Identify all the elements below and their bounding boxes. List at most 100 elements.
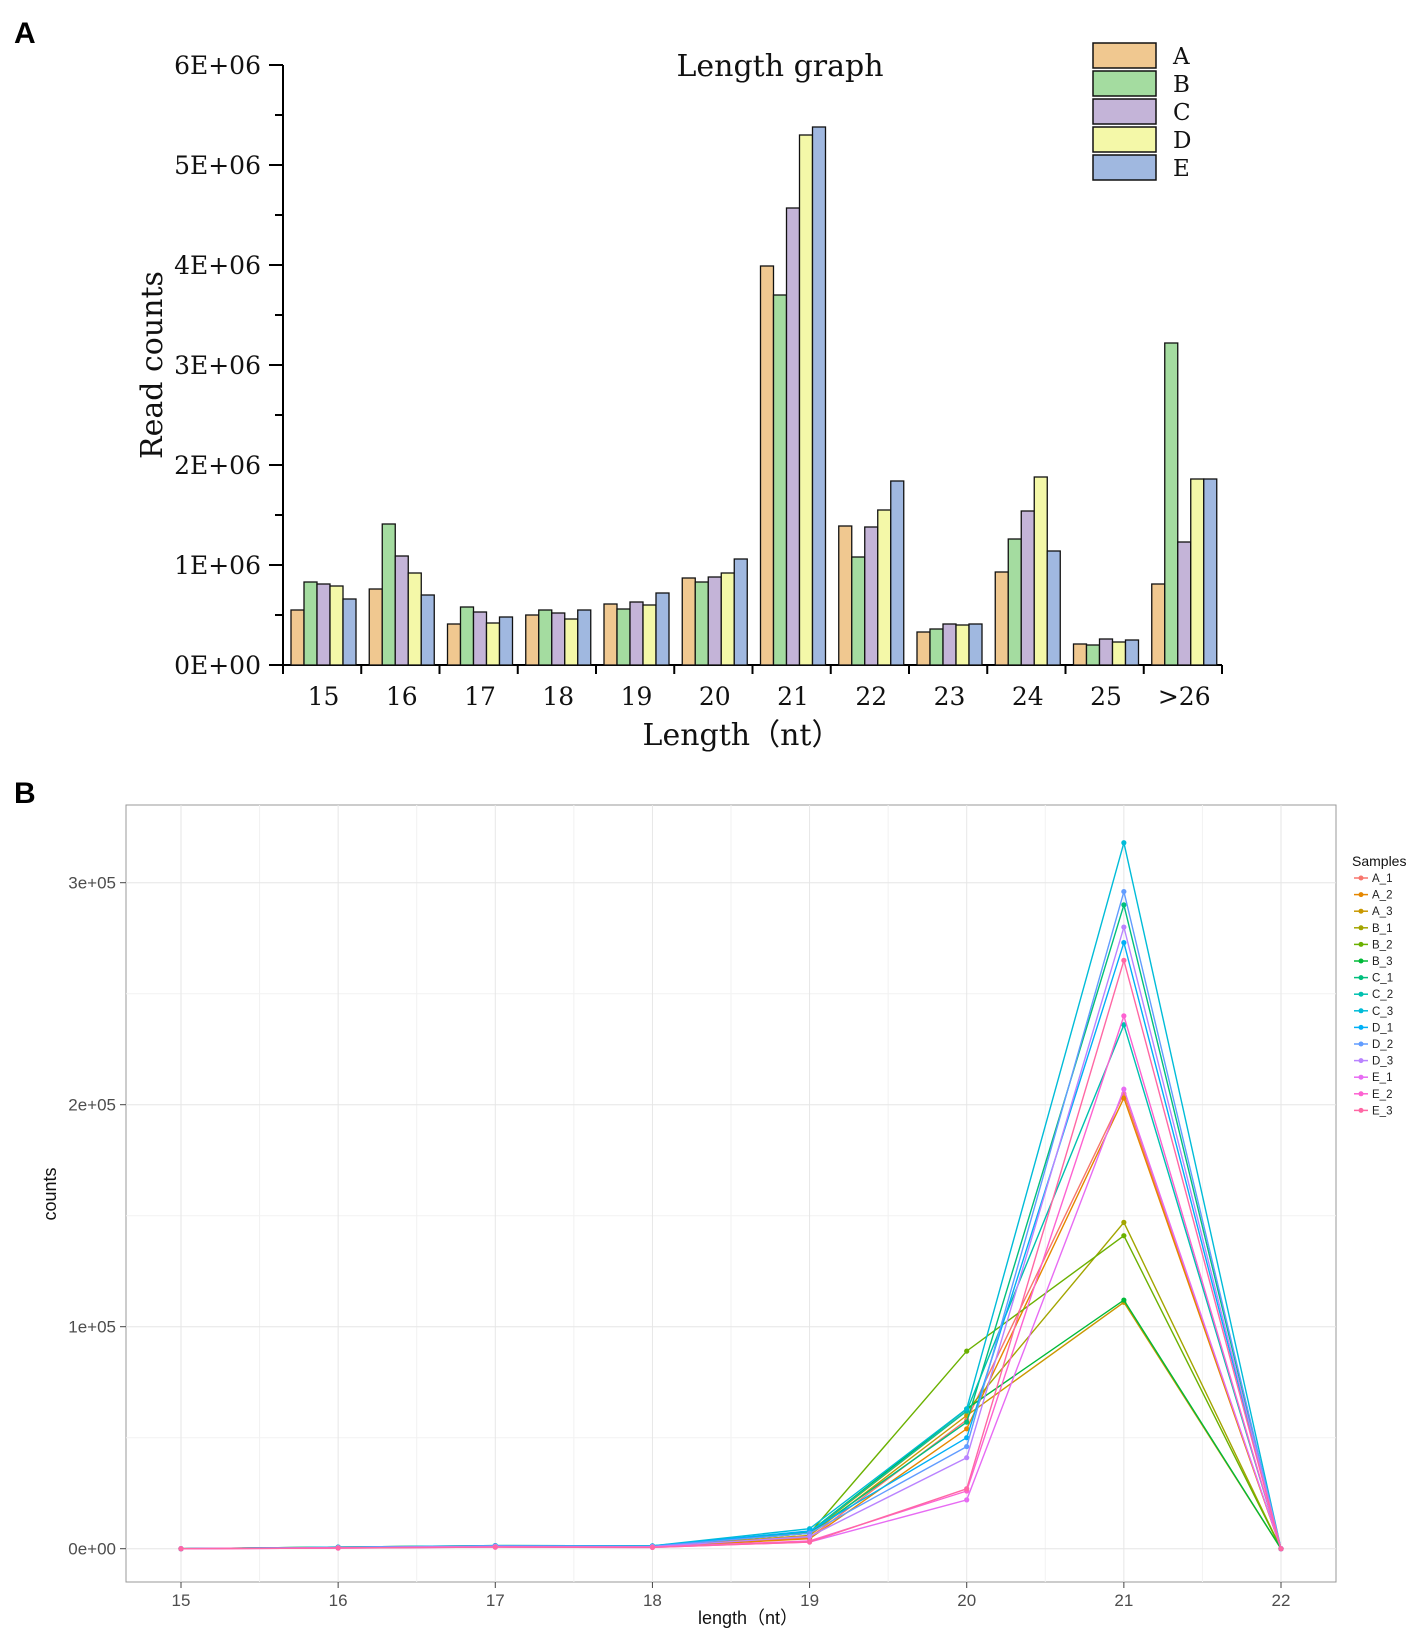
bar-D-19 bbox=[642, 604, 657, 666]
point-E_2-21 bbox=[1121, 1013, 1127, 1019]
bar-A-23 bbox=[916, 631, 931, 666]
legend-label-C_1: C_1 bbox=[1372, 973, 1393, 985]
bar-B-25 bbox=[1085, 644, 1101, 666]
bar-B->26 bbox=[1164, 342, 1179, 666]
point-B_3-21 bbox=[1121, 1297, 1127, 1303]
legend-point-E_1 bbox=[1358, 1074, 1364, 1080]
bar-E-24 bbox=[1046, 550, 1061, 666]
bar-C-16 bbox=[394, 555, 409, 666]
bar-A-22 bbox=[838, 525, 853, 666]
point-D_3-20 bbox=[964, 1455, 970, 1461]
legend-swatch-B bbox=[1092, 70, 1157, 97]
chart-b-x-axis-label: length（nt） bbox=[698, 1608, 798, 1628]
legend-point-E_2 bbox=[1358, 1091, 1364, 1097]
bar-E-15 bbox=[342, 598, 357, 666]
chart-a-y-tick-label: 1E+06 bbox=[174, 551, 261, 580]
legend-label-C_3: C_3 bbox=[1372, 1006, 1393, 1018]
bar-C-21 bbox=[785, 207, 801, 666]
legend-point-C_3 bbox=[1358, 1008, 1364, 1014]
bar-B-20 bbox=[694, 581, 709, 666]
chart-a-x-tick-label: 22 bbox=[855, 682, 887, 711]
chart-a-x-axis-label: Length（nt） bbox=[643, 718, 842, 753]
legend-label-D_3: D_3 bbox=[1372, 1056, 1393, 1068]
legend-swatch-D bbox=[1092, 126, 1157, 153]
bar-B-23 bbox=[929, 628, 944, 666]
bar-E-21 bbox=[811, 126, 827, 666]
point-E_3-17 bbox=[492, 1544, 498, 1550]
bar-C-18 bbox=[551, 612, 566, 666]
bar-E-16 bbox=[420, 594, 435, 666]
point-E_3-16 bbox=[335, 1545, 341, 1551]
legend-label-B_2: B_2 bbox=[1372, 939, 1392, 951]
point-D_2-21 bbox=[1121, 888, 1127, 895]
legend-point-B_1 bbox=[1358, 925, 1364, 931]
legend-label-D_1: D_1 bbox=[1372, 1022, 1393, 1034]
point-B_2-21 bbox=[1121, 1233, 1127, 1239]
bar-D-18 bbox=[564, 618, 579, 666]
bar-D-23 bbox=[955, 624, 970, 666]
bar-E-25 bbox=[1124, 639, 1140, 666]
chart-b-y-tick-label: 1e+05 bbox=[68, 1318, 116, 1337]
chart-a-x-tick-label: 23 bbox=[934, 682, 966, 711]
chart-a-y-tick-label: 3E+06 bbox=[174, 351, 261, 380]
bar-E-17 bbox=[498, 616, 514, 666]
bar-C-24 bbox=[1020, 510, 1035, 666]
bar-E-19 bbox=[655, 592, 670, 666]
point-D_2-20 bbox=[964, 1443, 970, 1450]
bar-C-15 bbox=[316, 583, 331, 666]
legend-label-B: B bbox=[1173, 72, 1190, 98]
bar-C-25 bbox=[1098, 638, 1114, 666]
chart-b-x-tick-label: 22 bbox=[1272, 1591, 1291, 1610]
point-C_2-21 bbox=[1121, 1022, 1127, 1028]
bar-A-20 bbox=[681, 577, 696, 666]
point-E_3-22 bbox=[1278, 1546, 1284, 1552]
point-D_1-21 bbox=[1121, 940, 1127, 946]
chart-a-x-tick-label: 15 bbox=[308, 682, 340, 711]
legend-label-E: E bbox=[1173, 156, 1190, 182]
chart-b-y-tick-label: 3e+05 bbox=[68, 874, 116, 893]
chart-a-title: Length graph bbox=[676, 49, 883, 84]
bar-A-18 bbox=[525, 614, 540, 666]
chart-b-ticks: 15 16 17 18 19 20 21 22 0e+00 1e+05 2e+05 3e+05 bbox=[68, 874, 1290, 1610]
bar-A->26 bbox=[1151, 583, 1166, 666]
bar-E->26 bbox=[1203, 478, 1218, 666]
bar-B-24 bbox=[1007, 538, 1022, 666]
bar-B-19 bbox=[616, 608, 631, 666]
bar-B-15 bbox=[303, 581, 318, 666]
legend-point-D_3 bbox=[1358, 1058, 1364, 1064]
legend-point-B_3 bbox=[1358, 958, 1364, 964]
legend-label-D_2: D_2 bbox=[1372, 1039, 1393, 1051]
legend-point-A_3 bbox=[1358, 908, 1364, 914]
chart-b-x-tick-label: 20 bbox=[957, 1591, 976, 1610]
point-B_2-20 bbox=[964, 1348, 970, 1354]
chart-a-x-tick-label: 20 bbox=[699, 682, 731, 711]
chart-a-ticks: 0E+00 1E+06 2E+06 3E+06 4E+06 5E+06 6E+06 15 16 1… bbox=[174, 51, 1223, 711]
bar-A-16 bbox=[368, 588, 383, 666]
legend-point-C_1 bbox=[1358, 975, 1364, 981]
bar-C-23 bbox=[942, 623, 957, 666]
chart-a-axes bbox=[281, 65, 1222, 667]
bar-D-15 bbox=[329, 585, 344, 666]
bar-C-17 bbox=[472, 611, 488, 666]
point-E_3-18 bbox=[649, 1544, 656, 1550]
legend-label-E_3: E_3 bbox=[1372, 1105, 1392, 1117]
bar-A-21 bbox=[759, 265, 775, 666]
bar-D->26 bbox=[1190, 478, 1205, 666]
legend-point-B_2 bbox=[1358, 941, 1364, 947]
point-A_2-21 bbox=[1121, 1095, 1127, 1101]
legend-label-D: D bbox=[1173, 128, 1191, 154]
legend-point-A_2 bbox=[1358, 892, 1364, 898]
bar-A-15 bbox=[290, 609, 305, 666]
chart-a-x-tick-label: 21 bbox=[777, 682, 809, 711]
series-line-E_3 bbox=[180, 957, 1282, 1550]
point-B_1-21 bbox=[1121, 1219, 1127, 1225]
bar-C->26 bbox=[1177, 541, 1192, 666]
point-A_2-20 bbox=[964, 1426, 970, 1432]
point-E_3-15 bbox=[178, 1546, 184, 1552]
chart-a-y-tick-label: 2E+06 bbox=[174, 451, 261, 480]
point-C_3-21 bbox=[1121, 840, 1127, 846]
legend-label-C: C bbox=[1173, 100, 1191, 126]
bar-A-25 bbox=[1072, 643, 1088, 666]
